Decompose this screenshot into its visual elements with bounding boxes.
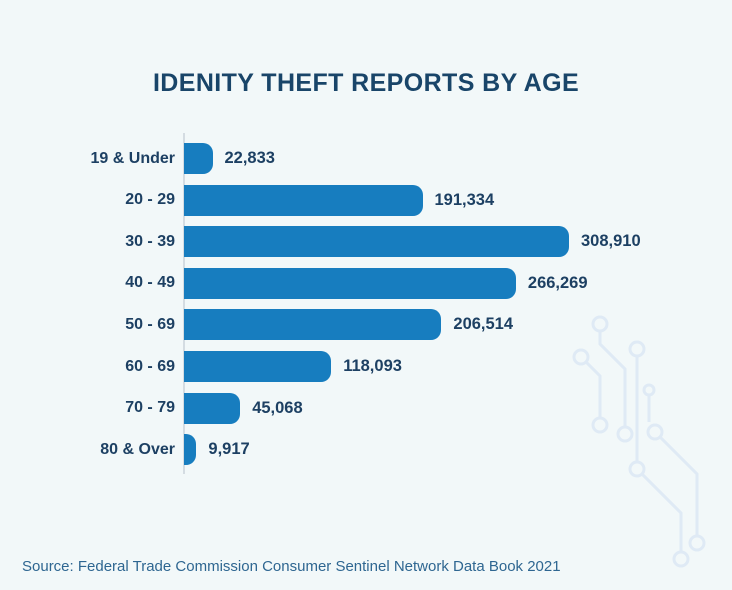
bar: [184, 351, 332, 382]
value-label: 308,910: [581, 232, 641, 251]
bar: [184, 267, 516, 299]
bar: [184, 226, 569, 258]
chart-row: 60 - 69 118,093: [0, 351, 732, 382]
chart-row: 40 - 49 266,269: [0, 267, 732, 299]
chart-row: 20 - 29 191,334: [0, 184, 732, 216]
value-label: 266,269: [527, 273, 588, 292]
chart-title: IDENITY THEFT REPORTS BY AGE: [152, 68, 580, 97]
chart-row: 30 - 39 308,910: [0, 226, 732, 258]
value-label: 118,093: [343, 357, 402, 375]
category-label: 19 & Under: [90, 149, 175, 167]
chart-row: 80 & Over 9,917: [0, 434, 732, 466]
category-label: 50 - 69: [125, 315, 175, 333]
chart-row: 70 - 79 45,068: [0, 392, 732, 424]
y-axis-line: [183, 133, 185, 474]
chart-row: 50 - 69 206,514: [0, 309, 732, 341]
category-label: 70 - 79: [125, 399, 175, 417]
bar: [184, 392, 241, 424]
bar: [184, 309, 442, 341]
value-label: 45,068: [252, 398, 303, 417]
source-note: Source: Federal Trade Commission Consume…: [22, 558, 561, 575]
category-label: 40 - 49: [125, 274, 175, 292]
value-label: 191,334: [434, 190, 495, 209]
chart-row: 19 & Under 22,833: [0, 143, 732, 174]
value-label: 206,514: [453, 315, 514, 334]
value-label: 9,917: [208, 440, 250, 459]
category-label: 60 - 69: [125, 357, 175, 375]
category-label: 30 - 39: [125, 232, 175, 250]
category-label: 80 & Over: [100, 440, 175, 458]
category-label: 20 - 29: [125, 191, 175, 209]
bar: [184, 143, 213, 174]
bar: [184, 434, 197, 466]
value-label: 22,833: [224, 149, 275, 167]
bar: [184, 184, 423, 216]
